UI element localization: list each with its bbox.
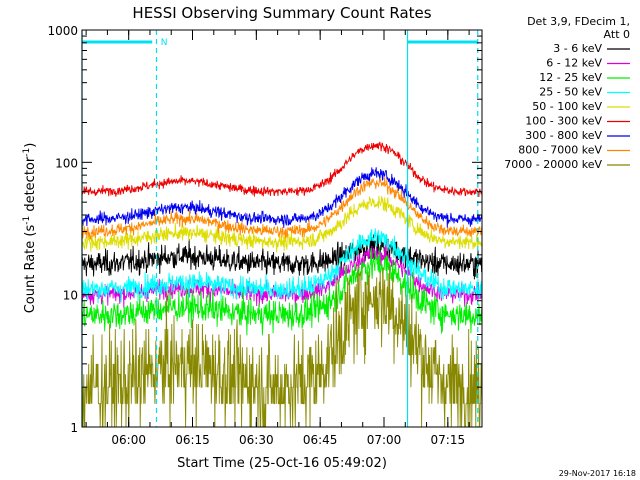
y-label-main: Count Rate (s bbox=[23, 225, 38, 314]
chart-title: HESSI Observing Summary Count Rates bbox=[132, 4, 431, 22]
x-tick-label-4: 07:00 bbox=[367, 433, 402, 447]
legend-label-5: 100 - 300 keV bbox=[525, 115, 602, 128]
y-tick-label-0: 1 bbox=[70, 421, 78, 435]
y-tick-label-2: 100 bbox=[55, 156, 78, 170]
legend-label-8: 7000 - 20000 keV bbox=[504, 158, 602, 171]
legend-label-0: 3 - 6 keV bbox=[553, 42, 602, 55]
y-tick-label-1: 10 bbox=[63, 289, 78, 303]
legend-label-3: 25 - 50 keV bbox=[539, 86, 602, 99]
series-line-3 bbox=[81, 228, 483, 304]
series-line-8 bbox=[81, 264, 483, 428]
x-tick-label-2: 06:30 bbox=[239, 433, 274, 447]
legend-header-line1: Det 3,9, FDecim 1, bbox=[527, 15, 630, 28]
y-label-mid: detector bbox=[23, 156, 38, 216]
x-tick-label-3: 06:45 bbox=[303, 433, 338, 447]
y-label-sup1: -1 bbox=[22, 216, 32, 225]
series-line-7 bbox=[81, 176, 483, 240]
series-line-2 bbox=[81, 246, 483, 336]
legend-label-6: 300 - 800 keV bbox=[525, 129, 602, 142]
plot-frame bbox=[81, 29, 483, 428]
y-tick-label-3: 1000 bbox=[47, 24, 78, 38]
legend-label-1: 6 - 12 keV bbox=[546, 57, 602, 70]
legend-header-line2: Att 0 bbox=[604, 28, 630, 41]
series-line-4 bbox=[81, 195, 483, 253]
axis-ticks: 1 10 100 1000 06:00 06:15 06:30 06:45 07:00 07:15 bbox=[47, 24, 482, 447]
series-line-6 bbox=[81, 167, 483, 229]
x-tick-label-0: 06:00 bbox=[111, 433, 146, 447]
legend-label-2: 12 - 25 keV bbox=[539, 71, 602, 84]
series-line-0 bbox=[81, 233, 483, 280]
y-label-end: ) bbox=[23, 143, 38, 148]
legend: Det 3,9, FDecim 1, Att 0 3 - 6 keV 6 - 12… bbox=[504, 15, 630, 171]
series-layer bbox=[81, 141, 483, 428]
y-label-sup2: -1 bbox=[22, 148, 32, 157]
x-axis-label: Start Time (25-Oct-16 05:49:02) bbox=[177, 456, 387, 471]
y-axis-label: Count Rate (s-1 detector-1) bbox=[22, 143, 38, 314]
footer-timestamp: 29-Nov-2017 16:18 bbox=[559, 469, 636, 478]
legend-label-7: 800 - 7000 keV bbox=[518, 144, 602, 157]
x-tick-label-1: 06:15 bbox=[175, 433, 210, 447]
marker-label: N bbox=[161, 38, 168, 48]
series-line-5 bbox=[81, 141, 483, 198]
x-tick-label-5: 07:15 bbox=[431, 433, 466, 447]
legend-label-4: 50 - 100 keV bbox=[532, 100, 602, 113]
